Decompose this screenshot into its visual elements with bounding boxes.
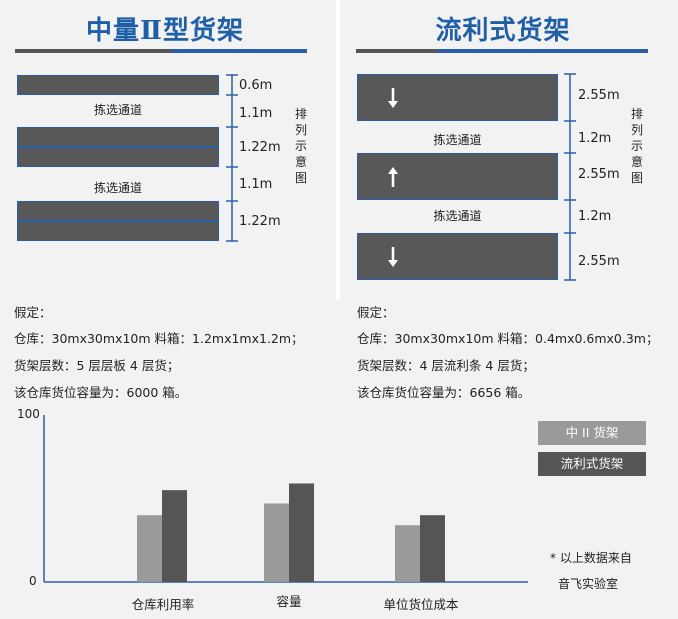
right-title-underline: [356, 49, 648, 53]
bar-liuli-2: [420, 515, 445, 582]
right-assume-3: 货架层数：4 层流利条 4 层货；: [357, 358, 535, 373]
y-tick-min: 0: [29, 574, 37, 588]
left-rack-3: [17, 201, 219, 241]
right-dim-4: 1.2m: [578, 209, 612, 224]
right-title: 流利式货架: [435, 16, 571, 46]
right-title-underline-dark: [356, 49, 438, 53]
left-aisle-1: 拣选通道: [93, 103, 142, 117]
right-dim-1: 2.55m: [578, 88, 620, 103]
right-rack-2: [357, 153, 558, 200]
left-assume-1: 假定：: [14, 305, 52, 320]
left-aisle-2: 拣选通道: [93, 181, 142, 195]
bar-liuli-1: [289, 483, 314, 582]
category-label: 容量: [276, 594, 302, 609]
category-label: 仓库利用率: [131, 597, 195, 612]
bar-zhong2-1: [264, 503, 289, 582]
left-rack-1: [17, 75, 219, 95]
right-assume-4: 该仓库货位容量为：6656 箱。: [357, 385, 531, 400]
right-aisle-2: 拣选通道: [433, 209, 482, 223]
left-assume-4: 该仓库货位容量为：6000 箱。: [14, 385, 188, 400]
right-assume-1: 假定：: [357, 305, 395, 320]
left-rack-2: [17, 127, 219, 167]
right-rack-1: [357, 74, 558, 121]
arrow-down-icon: [388, 88, 398, 108]
category-label: 单位货位成本: [383, 597, 459, 612]
right-side-label: 排列示意图: [630, 107, 643, 185]
left-dim-2: 1.1m: [239, 106, 273, 121]
right-assume-2: 仓库：30mx30mx10m 料箱：0.4mx0.6mx0.3m；: [357, 331, 659, 346]
panel-separator: [336, 0, 340, 300]
right-dim-3: 2.55m: [578, 167, 620, 182]
y-tick-max: 100: [17, 407, 40, 421]
left-dim-1: 0.6m: [239, 78, 273, 93]
left-dim-3: 1.22m: [239, 140, 281, 155]
legend-item-zhong2: 中 II 货架: [538, 421, 646, 445]
bar-zhong2-2: [395, 525, 420, 582]
right-aisle-1: 拣选通道: [433, 133, 482, 147]
left-dim-5: 1.22m: [239, 214, 281, 229]
left-title: 中量Ⅱ型货架: [86, 16, 244, 46]
right-dim-2: 1.2m: [578, 131, 612, 146]
bar-zhong2-0: [137, 515, 162, 582]
right-dim-5: 2.55m: [578, 254, 620, 269]
arrow-down-icon: [388, 247, 398, 267]
data-source-note: * 以上数据来自 音飞实验室: [550, 551, 632, 591]
left-assume-2: 仓库：30mx30mx10m 料箱：1.2mx1mx1.2m；: [14, 331, 304, 346]
left-side-label: 排列示意图: [294, 107, 307, 185]
right-rack-3: [357, 233, 558, 280]
left-dim-4: 1.1m: [239, 177, 273, 192]
bar-liuli-0: [162, 490, 187, 582]
arrow-up-icon: [388, 167, 398, 187]
left-assume-3: 货架层数：5 层层板 4 层货；: [14, 358, 180, 373]
left-title-underline-dark: [15, 49, 170, 53]
legend-item-liuli: 流利式货架: [538, 452, 646, 476]
